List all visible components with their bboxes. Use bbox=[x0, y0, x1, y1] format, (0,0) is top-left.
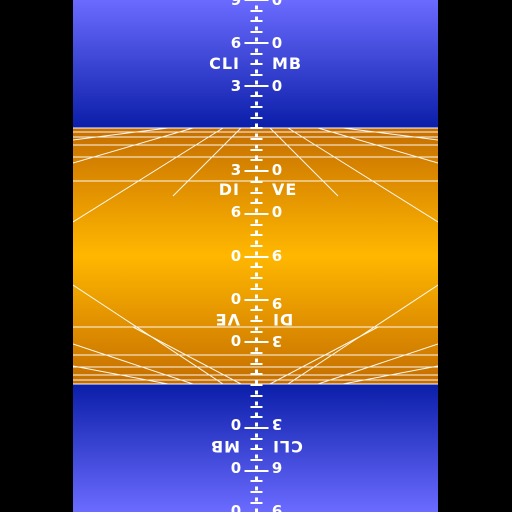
pitch-mark-right: 6 bbox=[272, 247, 282, 265]
dive-label-left: DI bbox=[219, 180, 240, 199]
ladder-dot bbox=[255, 26, 258, 31]
ladder-dot bbox=[255, 187, 258, 192]
ladder-dot bbox=[255, 347, 258, 352]
ladder-dot bbox=[255, 133, 258, 138]
dive-label-right-inverted: DI bbox=[272, 310, 293, 329]
ladder-dot bbox=[255, 240, 258, 245]
pitch-ladder bbox=[244, 0, 269, 512]
climb-label-left: CLI bbox=[209, 54, 240, 73]
pitch-mark-left: 0 bbox=[231, 502, 241, 512]
ladder-dot bbox=[255, 112, 258, 117]
ladder-dot bbox=[255, 422, 258, 427]
ladder-dot bbox=[255, 5, 258, 10]
pitch-mark-left: 0 bbox=[231, 247, 241, 265]
pitch-mark-left: 6 bbox=[231, 203, 241, 221]
pitch-mark-right: 0 bbox=[272, 77, 282, 95]
ladder-dot bbox=[255, 16, 258, 21]
pitch-mark-right: 3 bbox=[272, 415, 282, 433]
ladder-dot bbox=[255, 176, 258, 181]
ladder-dot bbox=[255, 80, 258, 85]
climb-label-right: MB bbox=[272, 54, 302, 73]
ladder-dot bbox=[255, 101, 258, 106]
top-sky-labels: 9 0 6 0 CLI MB 3 0 bbox=[209, 0, 302, 95]
ladder-dot bbox=[255, 123, 258, 128]
ladder-dot bbox=[255, 251, 258, 256]
pitch-mark-right: 9 bbox=[272, 501, 282, 512]
pitch-mark-left: 9 bbox=[231, 0, 241, 9]
ladder-dot bbox=[255, 465, 258, 470]
lower-ground-labels: 0 9 VE DI 0 3 bbox=[215, 290, 294, 350]
ladder-dot bbox=[255, 91, 258, 96]
pitch-mark-left: 3 bbox=[231, 77, 241, 95]
climb-label-left-inverted: MB bbox=[210, 437, 240, 456]
ladder-dot bbox=[255, 262, 258, 267]
ladder-dot bbox=[255, 48, 258, 53]
ladder-dot bbox=[255, 305, 258, 310]
ladder-dot bbox=[255, 401, 258, 406]
ladder-dot bbox=[255, 69, 258, 74]
ladder-dot bbox=[255, 283, 258, 288]
ladder-dot bbox=[255, 198, 258, 203]
climb-label-right-inverted: CLI bbox=[272, 437, 303, 456]
bottom-sky-labels: 0 3 MB CLI 0 6 0 9 bbox=[210, 415, 303, 512]
pitch-mark-left: 0 bbox=[231, 290, 241, 308]
pitch-mark-left: 0 bbox=[231, 416, 241, 434]
pitch-mark-right: 0 bbox=[272, 34, 282, 52]
ladder-dot bbox=[255, 486, 258, 491]
ladder-dot bbox=[255, 294, 258, 299]
ladder-dot bbox=[255, 369, 258, 374]
ladder-dot bbox=[255, 272, 258, 277]
ladder-dot bbox=[255, 508, 258, 512]
ladder-dot bbox=[255, 219, 258, 224]
attitude-indicator: 9 0 6 0 CLI MB 3 0 3 0 DI VE 6 0 0 6 0 9… bbox=[73, 0, 438, 512]
pitch-mark-left: 3 bbox=[231, 161, 241, 179]
upper-ground-labels: 3 0 DI VE 6 0 bbox=[219, 161, 297, 221]
ladder-dot bbox=[255, 144, 258, 149]
ladder-dot bbox=[255, 444, 258, 449]
pitch-mark-left: 6 bbox=[231, 34, 241, 52]
ladder-dot bbox=[255, 412, 258, 417]
ladder-dot bbox=[255, 358, 258, 363]
dive-label-right: VE bbox=[272, 180, 297, 199]
dive-label-left-inverted: VE bbox=[215, 310, 240, 329]
ladder-dot bbox=[255, 37, 258, 42]
ladder-dot bbox=[255, 337, 258, 342]
ladder-dot bbox=[255, 59, 258, 64]
ladder-dot bbox=[255, 497, 258, 502]
ladder-dot bbox=[255, 326, 258, 331]
ladder-dot bbox=[255, 476, 258, 481]
pitch-mark-right: 0 bbox=[272, 203, 282, 221]
ladder-dot bbox=[255, 315, 258, 320]
ladder-dot bbox=[255, 165, 258, 170]
ladder-dot bbox=[255, 230, 258, 235]
ladder-dot bbox=[255, 454, 258, 459]
pitch-mark-right: 3 bbox=[272, 332, 282, 350]
pitch-mark-right: 0 bbox=[272, 161, 282, 179]
ladder-dot bbox=[255, 379, 258, 384]
ladder-dot bbox=[255, 433, 258, 438]
pitch-mark-left: 0 bbox=[231, 332, 241, 350]
center-labels: 0 6 bbox=[231, 247, 282, 265]
pitch-mark-right: 9 bbox=[272, 294, 282, 312]
pitch-mark-right: 6 bbox=[272, 458, 282, 476]
pitch-mark-right: 0 bbox=[272, 0, 282, 9]
ladder-dot bbox=[255, 155, 258, 160]
pitch-mark-left: 0 bbox=[231, 459, 241, 477]
ladder-dot bbox=[255, 208, 258, 213]
ladder-dot bbox=[255, 390, 258, 395]
